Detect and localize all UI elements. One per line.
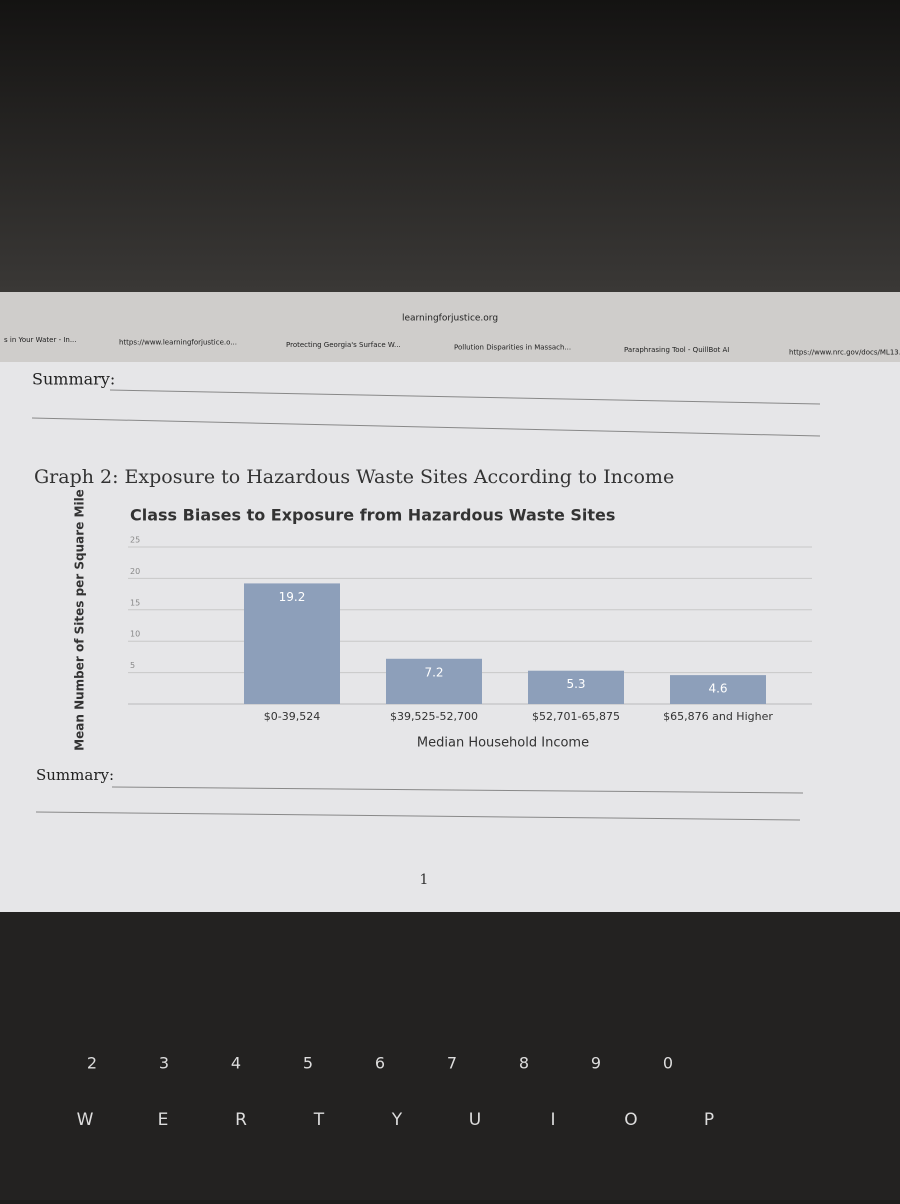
browser-tab[interactable]: Paraphrasing Tool - QuillBot AI — [624, 346, 729, 354]
key-label[interactable]: 4 — [231, 1054, 241, 1073]
key-label[interactable]: 9 — [591, 1054, 601, 1073]
key-label[interactable]: 8 — [519, 1054, 529, 1073]
x-tick-label: $39,525-52,700 — [390, 710, 478, 723]
keyboard — [0, 912, 900, 1200]
key-label[interactable]: T — [313, 1110, 325, 1130]
browser-tab[interactable]: https://www.learningforjustice.o... — [119, 339, 237, 347]
browser-bar — [0, 292, 900, 362]
address-bar[interactable]: learningforjustice.org — [402, 314, 498, 324]
key-label[interactable]: 5 — [303, 1054, 313, 1073]
y-tick-label: 5 — [130, 661, 135, 670]
answer-line — [31, 417, 821, 437]
y-tick-label: 20 — [130, 567, 140, 576]
browser-tab[interactable]: https://www.nrc.gov/docs/ML13... — [789, 349, 900, 357]
x-tick-label: $65,876 and Higher — [663, 710, 773, 723]
summary-label: Summary: — [32, 370, 115, 389]
background — [0, 0, 900, 292]
y-tick-label: 10 — [130, 630, 140, 639]
browser-tab[interactable]: s in Your Water - In... — [4, 336, 77, 344]
key-label[interactable]: P — [704, 1110, 714, 1130]
key-label[interactable]: Y — [391, 1110, 403, 1130]
x-axis-label: Median Household Income — [417, 736, 589, 751]
bar — [244, 583, 340, 704]
key-label[interactable]: E — [158, 1110, 169, 1130]
bar — [670, 675, 766, 704]
browser-tab[interactable]: Protecting Georgia's Surface W... — [286, 341, 401, 349]
page-number: 1 — [420, 872, 429, 888]
key-label[interactable]: O — [624, 1110, 637, 1130]
document-area — [0, 362, 900, 912]
key-label[interactable]: 3 — [159, 1054, 169, 1073]
y-tick-label: 15 — [130, 598, 140, 607]
answer-line — [111, 786, 804, 794]
graph-heading: Graph 2: Exposure to Hazardous Waste Sit… — [34, 466, 674, 488]
value-label: 5.3 — [566, 677, 585, 691]
y-axis-label: Mean Number of Sites per Square Mile — [73, 489, 87, 751]
x-tick-label: $52,701-65,875 — [532, 710, 620, 723]
key-label[interactable]: 2 — [87, 1054, 97, 1073]
value-label: 19.2 — [279, 590, 306, 604]
bar — [386, 658, 482, 704]
summary-label: Summary: — [36, 766, 114, 784]
key-label[interactable]: W — [77, 1110, 94, 1130]
y-tick-label: 25 — [130, 536, 140, 545]
key-label[interactable]: 7 — [447, 1054, 457, 1073]
answer-line — [35, 811, 801, 821]
value-label: 4.6 — [708, 682, 727, 696]
answer-line — [109, 389, 821, 405]
key-label[interactable]: U — [469, 1110, 481, 1130]
value-label: 7.2 — [424, 665, 443, 679]
key-label[interactable]: 6 — [375, 1054, 385, 1073]
bar — [528, 670, 624, 704]
browser-tab[interactable]: Pollution Disparities in Massach... — [454, 344, 571, 352]
key-label[interactable]: 0 — [663, 1054, 673, 1073]
chart-title: Class Biases to Exposure from Hazardous … — [130, 506, 615, 525]
key-label[interactable]: I — [550, 1110, 555, 1130]
key-label[interactable]: R — [235, 1110, 247, 1130]
x-tick-label: $0-39,524 — [264, 710, 320, 723]
